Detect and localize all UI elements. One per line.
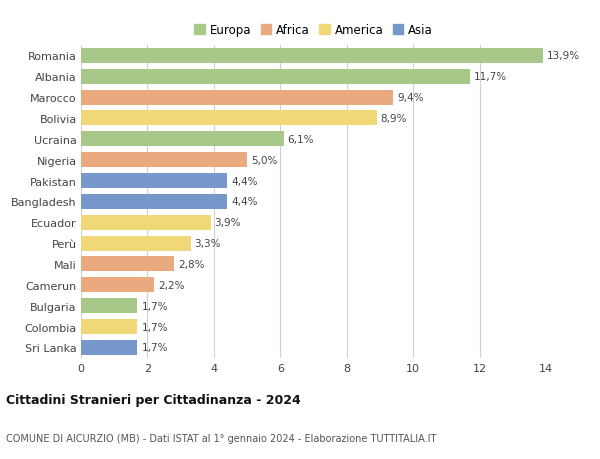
Text: 11,7%: 11,7% xyxy=(473,72,507,82)
Bar xyxy=(81,257,174,272)
Bar xyxy=(81,195,227,209)
Text: 1,7%: 1,7% xyxy=(142,342,168,353)
Text: 4,4%: 4,4% xyxy=(231,197,257,207)
Text: COMUNE DI AICURZIO (MB) - Dati ISTAT al 1° gennaio 2024 - Elaborazione TUTTITALI: COMUNE DI AICURZIO (MB) - Dati ISTAT al … xyxy=(6,433,436,443)
Text: 6,1%: 6,1% xyxy=(287,134,314,145)
Bar xyxy=(81,278,154,293)
Bar xyxy=(81,153,247,168)
Bar xyxy=(81,111,377,126)
Text: 8,9%: 8,9% xyxy=(380,114,407,124)
Bar xyxy=(81,340,137,355)
Bar xyxy=(81,70,470,84)
Text: 4,4%: 4,4% xyxy=(231,176,257,186)
Text: 2,8%: 2,8% xyxy=(178,259,205,269)
Text: 3,3%: 3,3% xyxy=(194,239,221,249)
Bar xyxy=(81,236,191,251)
Text: 1,7%: 1,7% xyxy=(142,301,168,311)
Text: 13,9%: 13,9% xyxy=(547,51,580,62)
Text: 5,0%: 5,0% xyxy=(251,155,277,165)
Text: 9,4%: 9,4% xyxy=(397,93,424,103)
Text: 3,9%: 3,9% xyxy=(215,218,241,228)
Bar xyxy=(81,132,284,147)
Bar xyxy=(81,174,227,189)
Text: 2,2%: 2,2% xyxy=(158,280,185,290)
Text: 1,7%: 1,7% xyxy=(142,322,168,332)
Bar xyxy=(81,319,137,334)
Bar xyxy=(81,298,137,313)
Bar xyxy=(81,215,211,230)
Text: Cittadini Stranieri per Cittadinanza - 2024: Cittadini Stranieri per Cittadinanza - 2… xyxy=(6,393,301,406)
Legend: Europa, Africa, America, Asia: Europa, Africa, America, Asia xyxy=(191,21,436,40)
Bar xyxy=(81,49,542,64)
Bar xyxy=(81,90,393,106)
